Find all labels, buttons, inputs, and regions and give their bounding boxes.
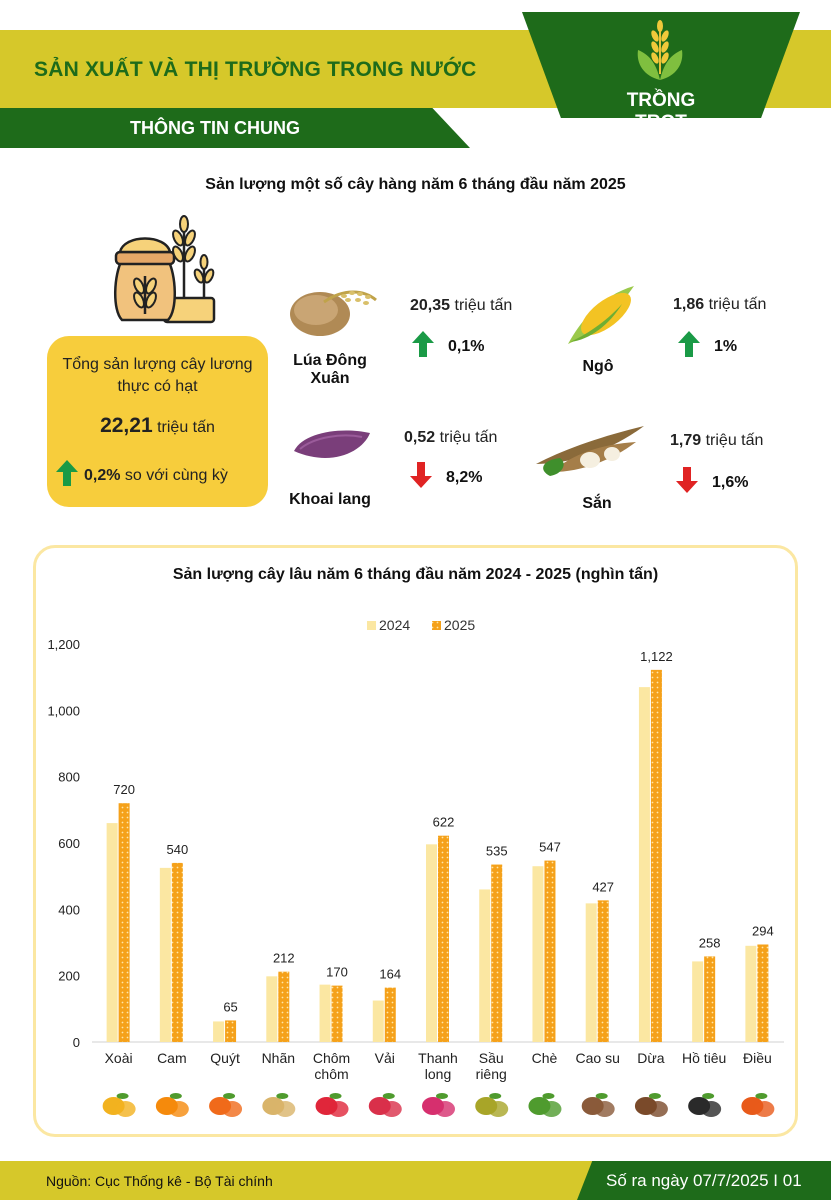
y-tick-label: 600 [58,836,80,851]
data-label: 540 [166,842,188,857]
mango-icon [103,1093,136,1117]
durian-icon [475,1093,508,1117]
bar-2025 [491,865,502,1042]
category-label: Quýt [210,1050,240,1066]
dragon-fruit-icon [422,1093,455,1117]
data-label: 164 [379,967,401,982]
data-label: 258 [699,935,721,950]
data-label: 294 [752,923,774,938]
lychee-icon [369,1093,402,1117]
category-label: Điều [743,1050,772,1066]
category-label: Hồ tiêu [682,1050,726,1066]
perennial-bar-chart: 0 200 400 600 800 1,000 1,200 2024 2025 720 Xoài 54… [0,0,831,1160]
issue-date: Số ra ngày 07/7/2025 I 01 [606,1171,802,1191]
category-label: Xoài [105,1050,133,1066]
y-tick-label: 1,200 [47,637,80,652]
data-label: 212 [273,951,295,966]
cashew-icon [741,1093,774,1117]
bar-2024 [426,844,437,1042]
bar-2024 [266,976,277,1042]
legend-swatch-2025 [432,621,441,630]
bar-2024 [479,889,490,1042]
data-label: 720 [113,782,135,797]
tangerine-icon [209,1093,242,1117]
rambutan-icon [316,1093,349,1117]
bar-2025 [119,803,130,1042]
bar-2024 [107,823,118,1042]
category-label: Dừa [637,1050,664,1066]
category-label: Chôm chôm [313,1050,350,1082]
bar-2024 [320,985,331,1042]
data-label: 535 [486,844,508,859]
orange-icon [156,1093,189,1117]
legend-label-2025: 2025 [444,617,475,633]
legend-label-2024: 2024 [379,617,410,633]
y-tick-label: 400 [58,902,80,917]
source-note: Nguồn: Cục Thống kê - Bộ Tài chính [46,1173,273,1189]
data-label: 1,122 [640,649,673,664]
bar-2024 [586,903,597,1042]
rubber-icon [582,1093,615,1117]
bar-2025 [598,900,609,1042]
bar-2025 [278,972,289,1042]
data-label: 427 [592,879,614,894]
data-label: 170 [326,965,348,980]
data-label: 65 [223,999,237,1014]
bar-2025 [704,956,715,1042]
longan-icon [262,1093,295,1117]
bar-2025 [332,986,343,1042]
y-tick-label: 800 [58,770,80,785]
data-label: 547 [539,840,561,855]
category-label: Nhãn [262,1050,295,1066]
bar-2024 [639,687,650,1042]
data-label: 622 [433,815,455,830]
bar-2025 [225,1020,236,1042]
category-label: Cao su [576,1050,620,1066]
bar-2025 [651,670,662,1042]
y-tick-label: 0 [73,1035,80,1050]
bar-2025 [172,863,183,1042]
bar-2024 [692,961,703,1042]
category-label: Cam [157,1050,187,1066]
bar-2024 [532,866,543,1042]
coconut-icon [635,1093,668,1117]
category-label: Chè [532,1050,558,1066]
bar-2025 [385,988,396,1042]
y-tick-label: 1,000 [47,703,80,718]
bar-2025 [438,836,449,1042]
category-label: Sầu riêng [476,1050,507,1082]
tea-icon [528,1093,561,1117]
bar-2024 [745,946,756,1042]
category-label: Vải [375,1050,395,1066]
legend-swatch-2024 [367,621,376,630]
pepper-icon [688,1093,721,1117]
bar-2024 [213,1021,224,1042]
bar-2025 [757,944,768,1042]
bar-2024 [160,868,171,1042]
y-tick-label: 200 [58,969,80,984]
category-label: Thanh long [418,1050,458,1082]
bar-2025 [544,861,555,1042]
bar-2024 [373,1001,384,1042]
